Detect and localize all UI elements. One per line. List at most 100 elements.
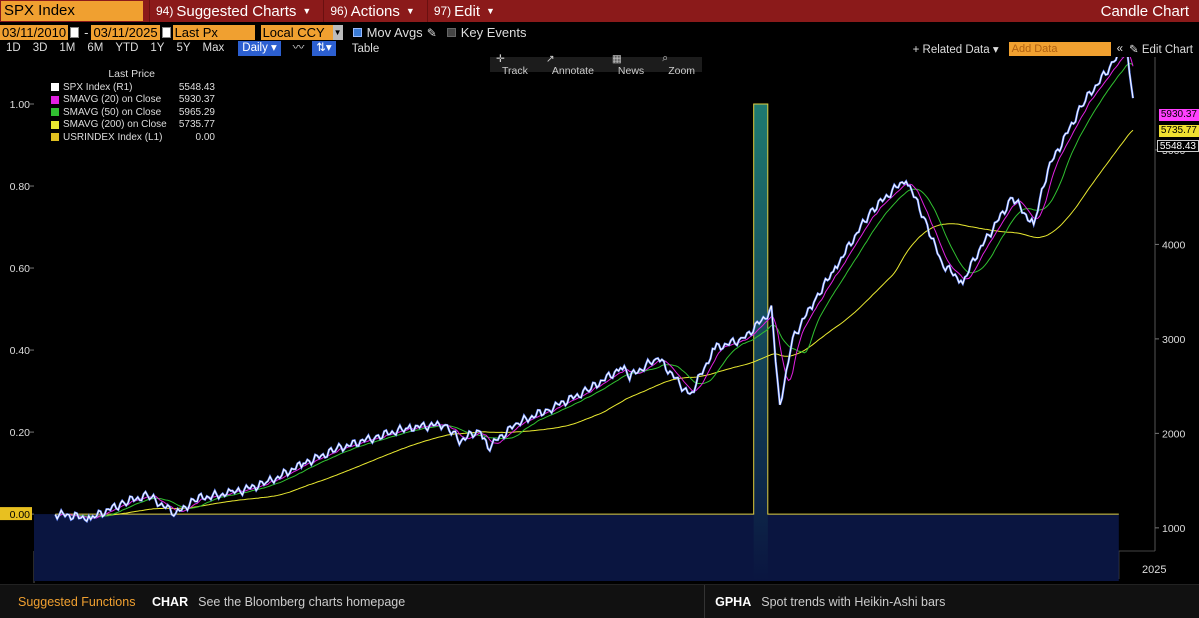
- zoom-label: Zoom: [668, 65, 696, 77]
- legend-name: SPX Index (R1): [63, 81, 133, 93]
- mov-avgs-checkbox[interactable]: [352, 28, 362, 37]
- legend-swatch: [51, 120, 59, 129]
- price-series: [54, 57, 1135, 524]
- related-data-label: Related Data: [922, 43, 990, 56]
- table-button[interactable]: Table: [351, 42, 380, 55]
- suggested-charts-menu[interactable]: 94) Suggested Charts ▼: [149, 0, 317, 22]
- legend-value: 5965.29: [178, 106, 215, 118]
- frequency-dropdown[interactable]: Daily ▾: [238, 41, 281, 56]
- start-date-field[interactable]: 03/11/2010: [0, 25, 69, 40]
- currency-select[interactable]: Local CCY: [260, 25, 333, 40]
- price-field-select[interactable]: Last Px: [172, 25, 255, 40]
- period-6m-button[interactable]: 6M: [87, 42, 104, 54]
- track-tool[interactable]: ✛ Track: [496, 52, 528, 77]
- period-max-button[interactable]: Max: [202, 42, 225, 54]
- left-tick-label: 0.60: [10, 263, 31, 275]
- caret-down-icon: ▼: [302, 6, 312, 16]
- price-tag-last: 5548.43: [1156, 140, 1199, 152]
- legend-swatch: [51, 95, 59, 104]
- options-bar: 03/11/2010 - 03/11/2025 Last Px Local CC…: [0, 24, 1199, 41]
- footer-bar: Suggested Functions CHAR See the Bloombe…: [0, 584, 1199, 618]
- period-1m-button[interactable]: 1M: [59, 42, 76, 54]
- gpha-function-code[interactable]: GPHA: [715, 594, 752, 609]
- calendar-icon[interactable]: [70, 27, 80, 38]
- chart-style-icon[interactable]: ⇅▾: [312, 41, 336, 56]
- legend-value: 5735.77: [178, 119, 215, 131]
- zoom-tool[interactable]: ⌕ Zoom: [662, 52, 696, 77]
- frequency-label: Daily: [242, 42, 268, 54]
- caret-down-icon: ▼: [405, 6, 415, 16]
- title-bar: SPX Index 94) Suggested Charts ▼ 96) Act…: [0, 0, 1199, 22]
- usrindex-spike-fill: [753, 104, 768, 581]
- mov-avgs-label: Mov Avgs: [366, 25, 423, 40]
- related-data-button[interactable]: + Related Data ▾: [912, 43, 999, 56]
- legend-name: SMAVG (50) on Close: [63, 106, 162, 118]
- news-tool[interactable]: ▦ News: [611, 52, 645, 77]
- price-tag-smavg200: 5735.77: [1158, 125, 1199, 137]
- calendar-icon[interactable]: [161, 27, 171, 38]
- annotate-tool[interactable]: ↗ Annotate: [545, 52, 594, 77]
- legend-item[interactable]: SMAVG (200) on Close 5735.77: [43, 119, 215, 132]
- char-function-desc[interactable]: See the Bloomberg charts homepage: [198, 594, 406, 609]
- period-bar: 1D 3D 1M 6M YTD 1Y 5Y Max Daily ▾ 〰 ⇅▾ T…: [0, 41, 1199, 56]
- track-label: Track: [502, 64, 528, 77]
- collapse-icon[interactable]: «: [1116, 42, 1124, 55]
- key-events-label: Key Events: [460, 25, 527, 40]
- legend-name: SMAVG (20) on Close: [63, 94, 162, 106]
- legend-item[interactable]: SMAVG (50) on Close 5965.29: [43, 106, 215, 119]
- menu-number: 96): [330, 4, 348, 18]
- period-1y-button[interactable]: 1Y: [150, 42, 165, 54]
- left-tick-label: 0.40: [10, 345, 31, 357]
- smavg200-line: [54, 129, 1134, 518]
- edit-chart-button[interactable]: ✎ Edit Chart: [1129, 43, 1193, 56]
- legend-item[interactable]: SMAVG (20) on Close 5930.37: [43, 94, 215, 107]
- right-tick-label: 1000: [1162, 523, 1186, 535]
- chart-area[interactable]: 2010201120122013201420152016201720182019…: [0, 57, 1199, 584]
- add-data-input[interactable]: Add Data: [1008, 41, 1111, 56]
- legend-name: USRINDEX Index (L1): [63, 131, 163, 143]
- legend-name: SMAVG (200) on Close: [63, 119, 167, 131]
- currency-dropdown-button[interactable]: ▼: [332, 25, 343, 40]
- menu-label: Edit: [454, 2, 481, 20]
- gpha-function-desc[interactable]: Spot trends with Heikin-Ashi bars: [761, 594, 946, 609]
- period-3d-button[interactable]: 3D: [32, 42, 48, 54]
- menu-number: 97): [433, 4, 452, 18]
- usrindex-series: [34, 103, 1119, 581]
- chart-tools-bar: ✛ Track ↗ Annotate ▦ News ⌕ Zoom: [490, 52, 702, 77]
- caret-down-icon: ▼: [486, 6, 495, 16]
- legend-item[interactable]: USRINDEX Index (L1) 0.00: [43, 131, 215, 144]
- period-ytd-button[interactable]: YTD: [115, 42, 139, 54]
- usrindex-baseline-fill: [34, 514, 1119, 581]
- end-date-field[interactable]: 03/11/2025: [91, 25, 160, 40]
- left-tick-label: 0.20: [10, 427, 31, 439]
- period-5y-button[interactable]: 5Y: [176, 42, 191, 54]
- char-function-code[interactable]: CHAR: [152, 594, 189, 609]
- legend-swatch: [51, 133, 59, 142]
- key-events-checkbox[interactable]: [446, 28, 456, 37]
- chart-legend: Last Price SPX Index (R1) 5548.43 SMAVG …: [40, 66, 218, 144]
- left-tick-label: 0.00: [10, 509, 31, 521]
- left-tick-label: 1.00: [10, 99, 31, 111]
- legend-swatch: [51, 83, 59, 92]
- legend-value: 5930.37: [178, 94, 215, 106]
- actions-menu[interactable]: 96) Actions ▼: [323, 0, 420, 22]
- price-chart[interactable]: 2010201120122013201420152016201720182019…: [0, 57, 1199, 584]
- edit-menu[interactable]: 97) Edit ▼: [426, 0, 501, 22]
- usrindex-line: [55, 103, 1119, 515]
- footer-divider: [704, 584, 706, 618]
- menu-label: Suggested Charts: [176, 2, 297, 20]
- legend-item[interactable]: SPX Index (R1) 5548.43: [43, 81, 215, 94]
- right-tick-label: 3000: [1162, 334, 1186, 346]
- spx-price-line: [54, 57, 1134, 523]
- left-axis: 0.00 0.20 0.40 0.60 0.80 1.00: [0, 99, 34, 521]
- right-axis: 10002000300040005000: [1155, 145, 1186, 535]
- ticker-input[interactable]: SPX Index: [1, 1, 143, 21]
- edit-chart-label: Edit Chart: [1141, 43, 1193, 56]
- line-chart-icon[interactable]: 〰: [292, 42, 305, 54]
- smavg50-line: [54, 62, 1134, 518]
- period-1d-button[interactable]: 1D: [6, 42, 21, 54]
- pencil-icon[interactable]: ✎: [426, 25, 437, 40]
- legend-header: Last Price: [108, 68, 155, 80]
- legend-value: 5548.43: [178, 81, 215, 93]
- price-tag-smavg20: 5930.37: [1158, 109, 1199, 121]
